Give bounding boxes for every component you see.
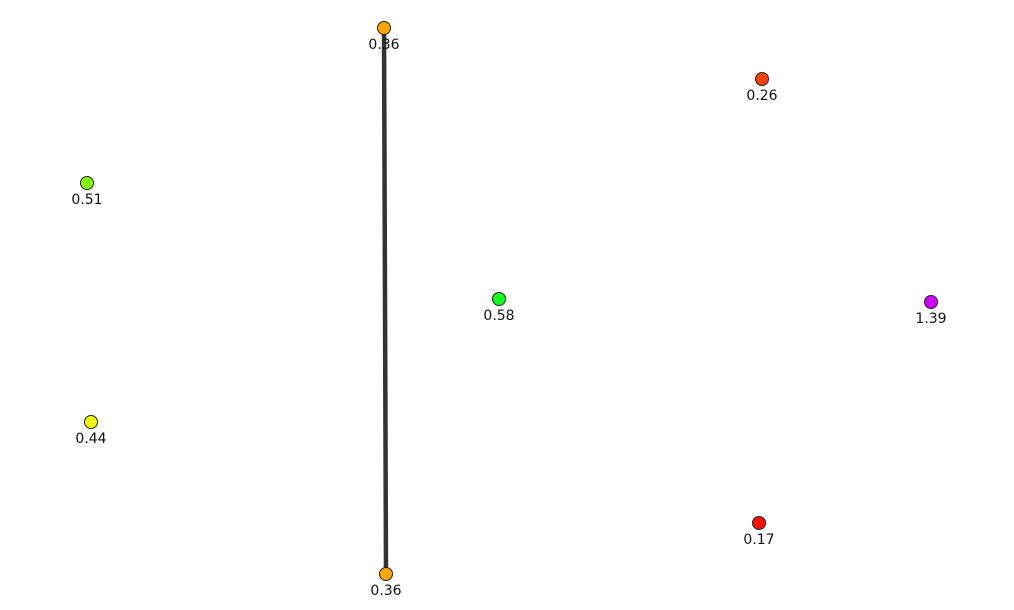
node-value-label: 0.17	[743, 532, 774, 548]
graph-node: 1.39	[915, 295, 947, 327]
node-marker	[924, 295, 938, 309]
graph-node: 0.58	[483, 292, 515, 324]
node-value-label: 1.39	[915, 311, 946, 327]
node-value-label: 0.36	[370, 583, 401, 599]
node-marker	[377, 21, 391, 35]
node-marker	[755, 72, 769, 86]
node-marker	[492, 292, 506, 306]
graph-node: 0.26	[746, 72, 778, 104]
graph-node: 0.44	[75, 415, 107, 447]
nodes-layer: 0.36 0.26 0.51 0.58 1.39 0.44 0.17 0.36	[71, 21, 947, 599]
graph-edge	[381, 25, 389, 577]
graph-node: 0.36	[368, 21, 400, 53]
graph-node: 0.51	[71, 176, 103, 208]
node-marker	[379, 567, 393, 581]
graph-node: 0.36	[370, 567, 402, 599]
node-value-label: 0.26	[746, 88, 777, 104]
edges-layer	[381, 25, 389, 577]
node-value-label: 0.51	[71, 192, 102, 208]
node-value-label: 0.58	[483, 308, 514, 324]
node-value-label: 0.36	[368, 37, 399, 53]
node-marker	[752, 516, 766, 530]
node-value-label: 0.44	[75, 431, 106, 447]
node-marker	[80, 176, 94, 190]
node-marker	[84, 415, 98, 429]
graph-node: 0.17	[743, 516, 775, 548]
